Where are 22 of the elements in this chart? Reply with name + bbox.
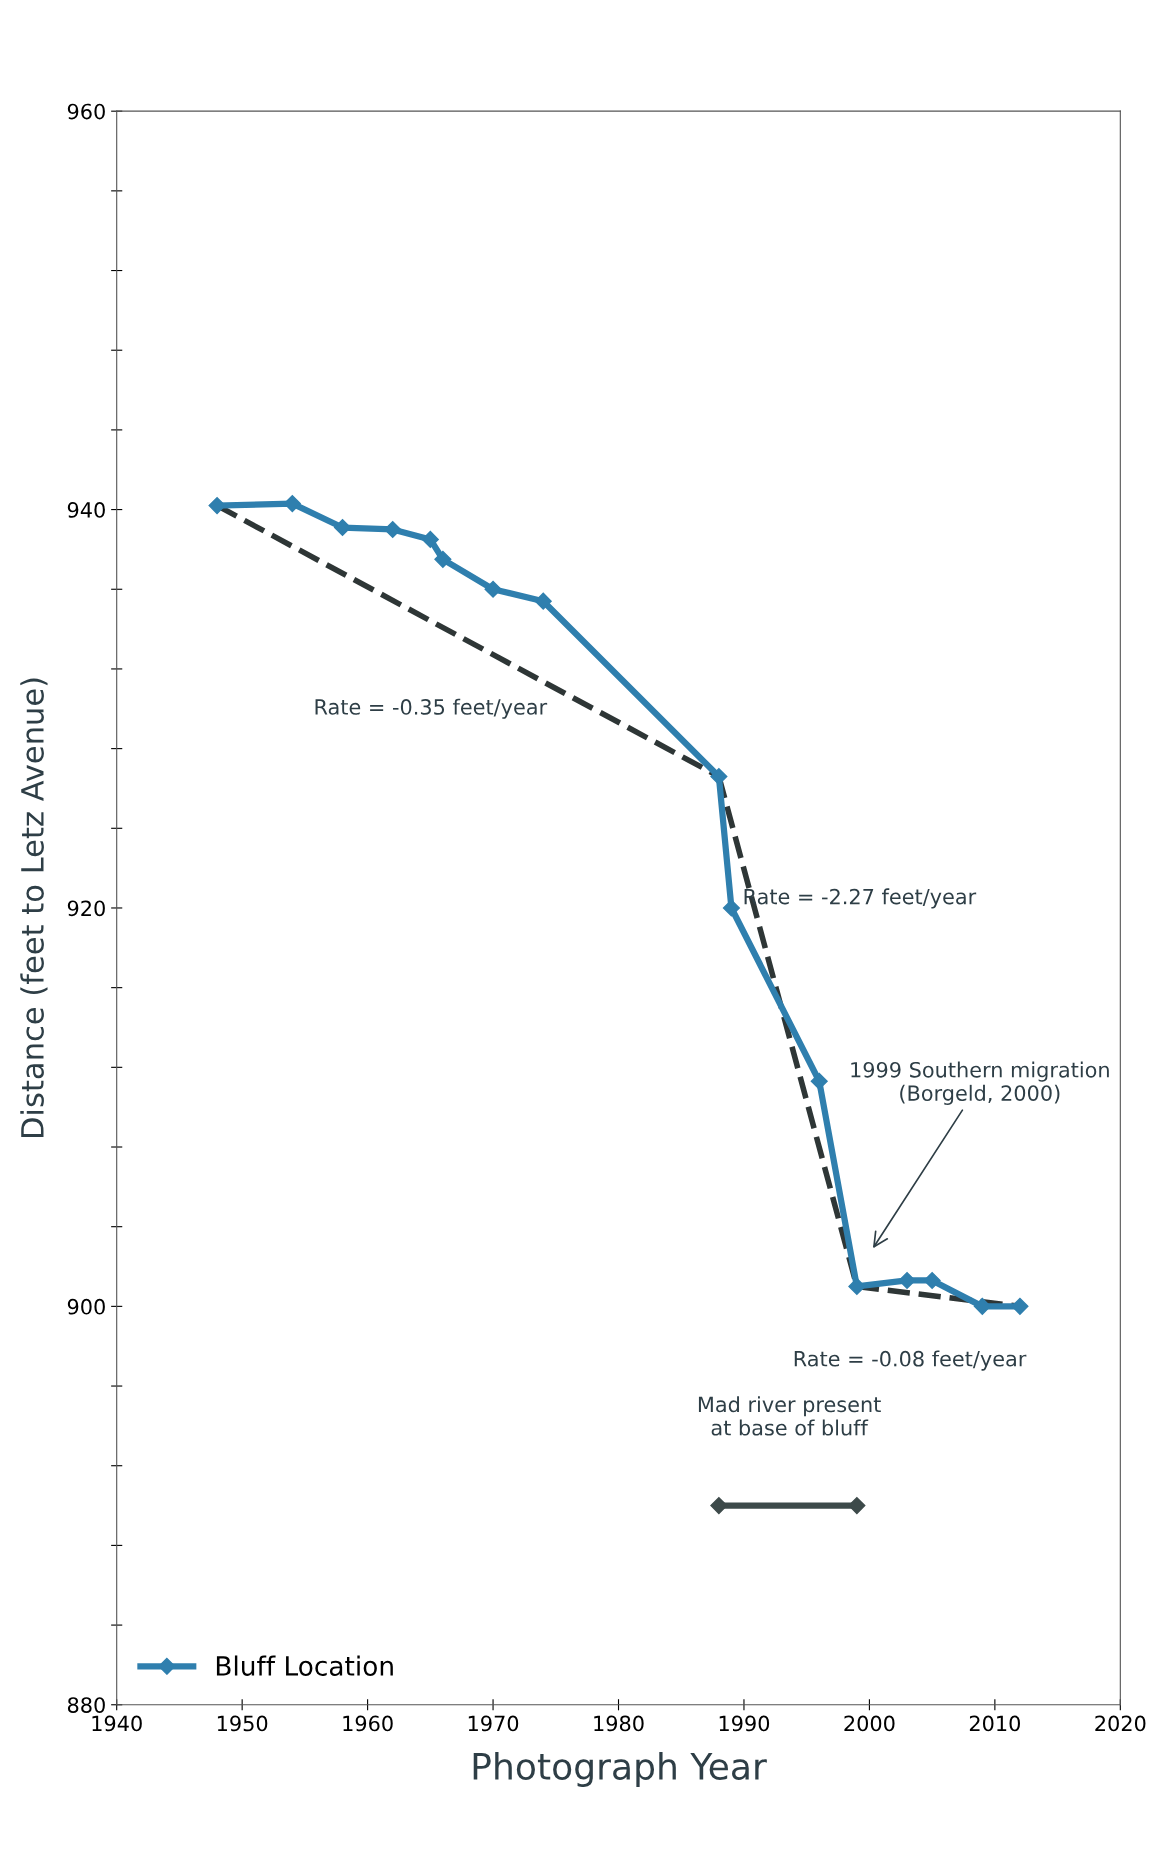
annotation: Rate = -0.08 feet/year bbox=[794, 1350, 1027, 1371]
x-tick-label: 1990 bbox=[719, 1715, 770, 1732]
y-tick-label: 960 bbox=[67, 103, 105, 120]
x-tick-label: 2000 bbox=[844, 1715, 895, 1732]
x-tick-label: 1950 bbox=[217, 1715, 268, 1732]
x-tick-label: 2010 bbox=[969, 1715, 1020, 1732]
legend-label: Bluff Location bbox=[216, 1655, 393, 1676]
x-tick-label: 2020 bbox=[1095, 1715, 1146, 1732]
y-tick-label: 880 bbox=[67, 1697, 105, 1713]
x-tick-label: 1960 bbox=[343, 1715, 393, 1732]
x-tick-label: 1940 bbox=[92, 1715, 142, 1732]
x-axis-title: Photograph Year bbox=[473, 1752, 767, 1787]
y-tick-label: 900 bbox=[67, 1298, 105, 1315]
y-axis-title: Distance (feet to Letz Avenue) bbox=[20, 678, 48, 1138]
annotation: Rate = -0.35 feet/year bbox=[315, 698, 548, 719]
x-tick-label: 1970 bbox=[468, 1715, 519, 1732]
y-tick-label: 920 bbox=[67, 900, 105, 917]
annotation: 1999 Southern migration (Borgeld, 2000) bbox=[851, 1061, 1109, 1106]
y-tick-label: 940 bbox=[67, 502, 105, 518]
annotation: Rate = -2.27 feet/year bbox=[744, 888, 977, 909]
annotation: Mad river present at base of bluff bbox=[698, 1396, 881, 1436]
x-tick-label: 1980 bbox=[594, 1715, 644, 1732]
